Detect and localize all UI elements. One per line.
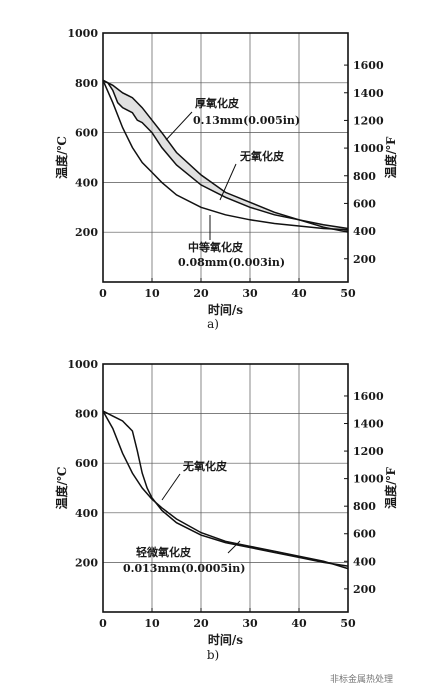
plot-frame	[102, 363, 349, 613]
x-tick-label: 0	[99, 287, 107, 300]
y-right-tick-label: 600	[353, 197, 376, 210]
y-right-tick-label: 1600	[353, 59, 384, 72]
series-annotation: 0.08mm(0.003in)	[178, 256, 285, 269]
y-right-tick-label: 200	[353, 253, 376, 266]
annotation-leader	[227, 540, 241, 554]
panel-label: b)	[207, 648, 219, 662]
y-right-tick-label: 1200	[353, 445, 384, 458]
series-line-1	[102, 79, 349, 230]
series-annotation: 无氧化皮	[182, 459, 227, 473]
y-left-axis-title: 温度/℃	[54, 467, 69, 510]
y-left-tick-label: 400	[75, 507, 98, 520]
x-tick-label: 40	[291, 617, 307, 630]
x-axis-title: 时间/s	[208, 302, 243, 317]
annotation-leader	[165, 111, 193, 141]
y-right-tick-label: 1400	[353, 87, 384, 100]
series-line-2	[102, 79, 349, 231]
x-tick-label: 50	[340, 617, 356, 630]
y-right-tick-label: 200	[353, 583, 376, 596]
y-left-tick-label: 400	[75, 176, 98, 189]
x-tick-label: 10	[144, 617, 160, 630]
x-tick-label: 0	[99, 617, 107, 630]
series-line-3	[102, 79, 349, 233]
y-left-tick-label: 800	[75, 408, 98, 421]
x-tick-label: 30	[242, 287, 258, 300]
series-annotation: 中等氧化皮	[188, 240, 243, 254]
y-left-tick-label: 1000	[67, 358, 98, 371]
x-tick-label: 30	[242, 617, 258, 630]
y-left-axis-title: 温度/℃	[54, 136, 69, 179]
y-left-tick-label: 600	[75, 127, 98, 140]
y-right-tick-label: 1200	[353, 114, 384, 127]
series-annotation: 0.013mm(0.0005in)	[123, 562, 245, 575]
chart-panel-b: 0 10 20 30 40 50 200 400 600 800 1000 200 400 600 800 1…	[54, 358, 398, 662]
y-right-tick-label: 1600	[353, 390, 384, 403]
series-line-2	[102, 410, 349, 567]
series-annotation: 轻微氧化皮	[136, 545, 191, 559]
y-right-tick-label: 400	[353, 555, 376, 568]
y-left-tick-label: 1000	[67, 27, 98, 40]
x-tick-label: 10	[144, 287, 160, 300]
y-right-tick-label: 1400	[353, 418, 384, 431]
y-right-tick-label: 1000	[353, 473, 384, 486]
watermark: 非标金属热处理	[330, 673, 393, 685]
annotation-leader	[161, 473, 181, 501]
series-annotation: 0.13mm(0.005in)	[193, 114, 300, 127]
y-right-tick-label: 800	[353, 170, 376, 183]
panel-label: a)	[207, 317, 219, 331]
y-right-axis-title: 温度/℉	[383, 466, 398, 508]
y-left-tick-label: 800	[75, 77, 98, 90]
series-annotation: 无氧化皮	[239, 149, 284, 163]
plot-frame	[102, 32, 349, 283]
y-left-tick-label: 600	[75, 457, 98, 470]
x-tick-label: 40	[291, 287, 307, 300]
y-left-tick-label: 200	[75, 556, 98, 569]
chart-panel-a: 0 10 20 30 40 50 200 400 600 800 1000 200 400 600 800 1…	[54, 27, 398, 331]
x-tick-label: 20	[193, 617, 209, 630]
y-left-tick-label: 200	[75, 226, 98, 239]
y-right-tick-label: 600	[353, 528, 376, 541]
x-tick-label: 50	[340, 287, 356, 300]
x-tick-label: 20	[193, 287, 209, 300]
series-annotation: 厚氧化皮	[195, 96, 239, 110]
x-axis-title: 时间/s	[208, 632, 243, 647]
annotation-leader	[219, 163, 237, 201]
y-right-tick-label: 800	[353, 500, 376, 513]
y-right-tick-label: 400	[353, 225, 376, 238]
y-right-axis-title: 温度/℉	[383, 136, 398, 178]
series-line-1	[102, 410, 349, 570]
y-right-tick-label: 1000	[353, 142, 384, 155]
